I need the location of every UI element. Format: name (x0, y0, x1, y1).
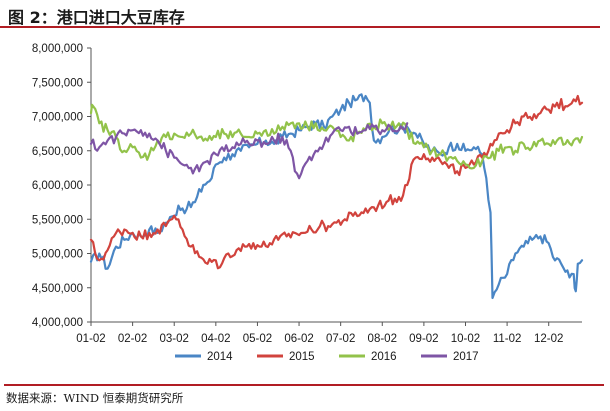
y-tick-label: 6,000,000 (32, 180, 83, 192)
x-tick-label: 01-02 (76, 333, 105, 345)
y-tick-label: 5,500,000 (32, 214, 83, 226)
chart-series (89, 93, 584, 300)
series-line-2016 (89, 103, 584, 170)
chart-axes (90, 48, 582, 323)
x-axis-ticks: 01-02 02-02 03-02 04-02 05-02 06-02 07-02 08-02… (76, 322, 563, 345)
y-axis-ticks: 8,000,000 7,500,000 7,000,000 6,500,000 6,00… (32, 43, 91, 329)
x-tick-label: 04-02 (201, 333, 230, 345)
y-tick-label: 7,000,000 (32, 112, 83, 124)
x-tick-label: 03-02 (160, 333, 189, 345)
soybean-inventory-chart: 8,000,000 7,500,000 7,000,000 6,500,000 6,00… (32, 43, 584, 363)
x-tick-label: 02-02 (118, 333, 147, 345)
x-tick-label: 07-02 (326, 333, 355, 345)
y-tick-label: 6,500,000 (32, 146, 83, 158)
x-tick-label: 12-02 (534, 333, 563, 345)
series-line-2017 (89, 122, 409, 180)
x-tick-label: 11-02 (493, 333, 522, 345)
x-tick-label: 08-02 (368, 333, 397, 345)
x-tick-label: 09-02 (409, 333, 438, 345)
x-tick-label: 06-02 (284, 333, 313, 345)
chart-legend: 2014 2015 2016 2017 (175, 351, 479, 363)
x-tick-label: 10-02 (451, 333, 480, 345)
legend-label-2014: 2014 (207, 351, 233, 363)
footer-divider (4, 384, 604, 386)
series-line-2014 (89, 93, 584, 300)
series-line-2015 (89, 94, 584, 270)
y-tick-label: 4,000,000 (32, 317, 83, 329)
page-title: 图 2：港口进口大豆库存 (8, 8, 185, 27)
y-tick-label: 5,000,000 (32, 249, 83, 261)
legend-label-2016: 2016 (371, 351, 397, 363)
source-note: 数据来源：WIND 恒泰期货研究所 (6, 391, 184, 405)
chart-container: 8,000,000 7,500,000 7,000,000 6,500,000 6,00… (0, 30, 610, 376)
header-divider (0, 26, 600, 28)
legend-label-2017: 2017 (453, 351, 479, 363)
y-tick-label: 8,000,000 (32, 43, 83, 55)
y-tick-label: 7,500,000 (32, 77, 83, 89)
header: 图 2：港口进口大豆库存 (4, 0, 604, 27)
y-tick-label: 4,500,000 (32, 283, 83, 295)
x-tick-label: 05-02 (243, 333, 272, 345)
legend-label-2015: 2015 (289, 351, 315, 363)
